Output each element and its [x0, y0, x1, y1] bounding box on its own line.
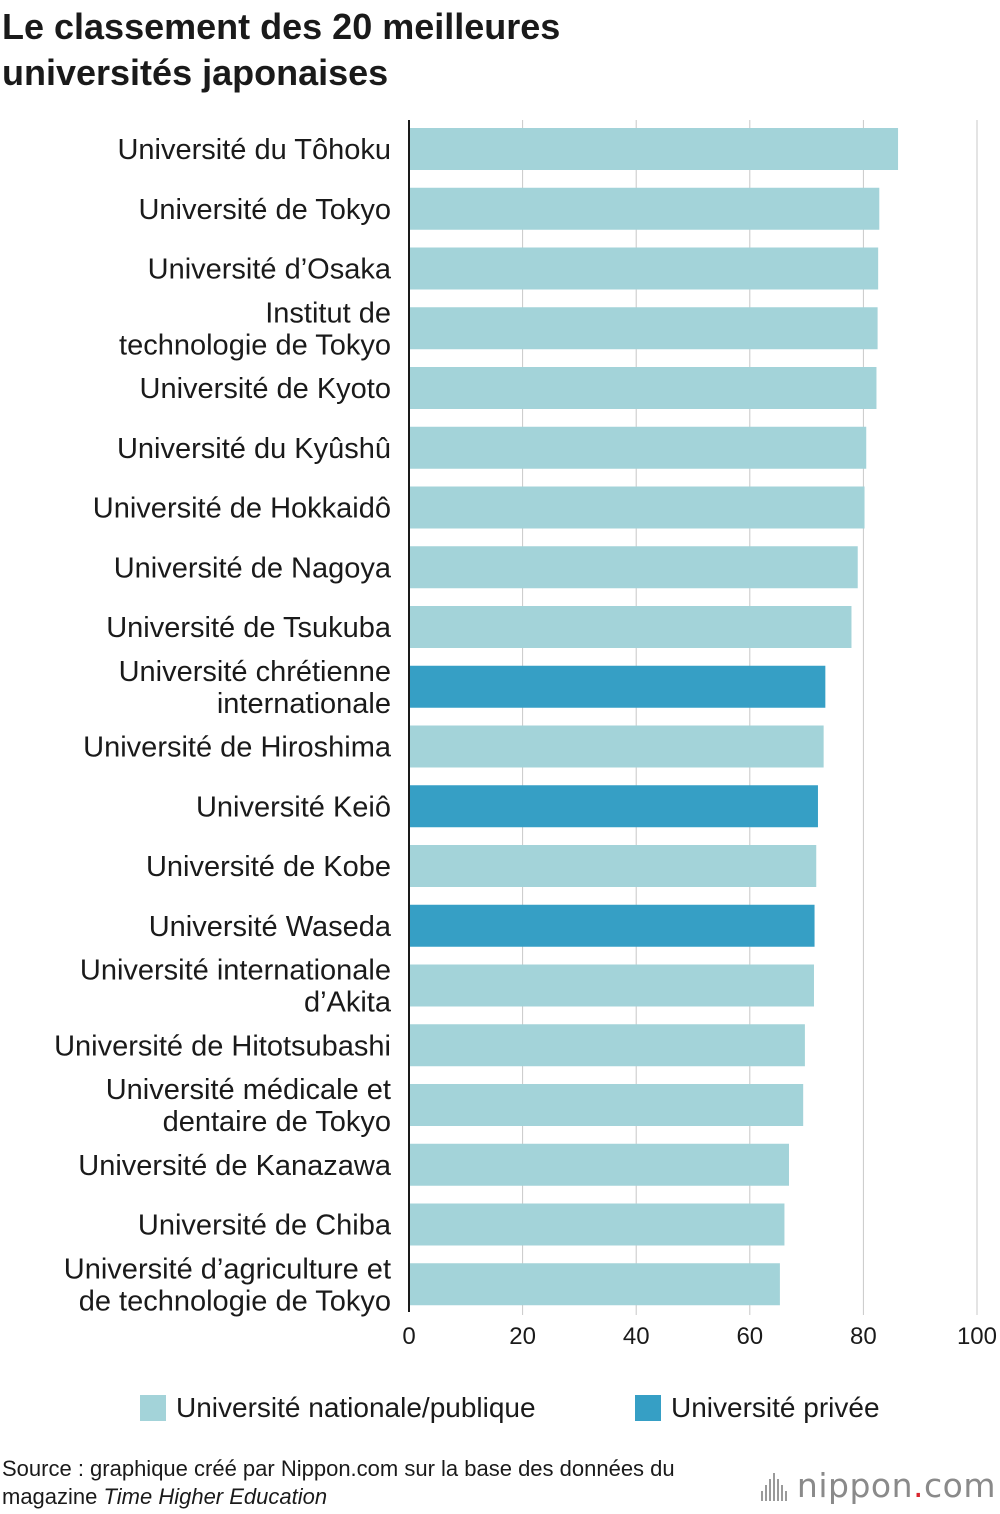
logo-word-dot: . [913, 1466, 925, 1505]
logo-mark-icon [760, 1471, 789, 1501]
bar-chart: Université du Tôhoku Université de Tokyo U… [54, 120, 997, 1350]
legend-item-private: Université privée [635, 1392, 880, 1424]
legend-item-public: Université nationale/publique [140, 1392, 536, 1424]
category-label-12: Université Keiô [196, 791, 391, 823]
bar-18 [409, 1143, 789, 1186]
source-note: Source : graphique créé par Nippon.com s… [2, 1455, 772, 1511]
bar-6 [409, 426, 867, 469]
category-label-8: Université de Nagoya [114, 552, 392, 584]
x-tick-label-60: 60 [736, 1323, 763, 1350]
category-label-1: Université du Tôhoku [117, 134, 391, 166]
chart-title-line-1: Le classement des 20 meilleures [2, 6, 561, 47]
bar-20 [409, 1263, 780, 1306]
category-label-3: Université d’Osaka [148, 254, 392, 286]
legend-label-public: Université nationale/publique [176, 1392, 536, 1423]
legend-swatch-private [635, 1395, 661, 1421]
x-tick-label-80: 80 [850, 1323, 877, 1350]
bar-15 [409, 964, 814, 1007]
category-label-17-line-2: dentaire de Tokyo [163, 1106, 391, 1138]
bar-10 [409, 665, 826, 708]
category-label-15-line-1: Université internationale [80, 955, 391, 987]
category-labels: Université du Tôhoku Université de Tokyo U… [54, 134, 392, 1317]
bar-4 [409, 307, 878, 350]
bar-17 [409, 1084, 804, 1126]
legend: Université nationale/publique Université… [0, 1392, 1000, 1426]
category-label-11: Université de Hiroshima [83, 732, 392, 764]
category-label-9: Université de Tsukuba [106, 612, 392, 644]
category-label-10-line-2: internationale [217, 688, 391, 720]
bar-8 [409, 546, 858, 589]
category-label-16: Université de Hitotsubashi [54, 1030, 391, 1062]
bar-2 [409, 187, 880, 230]
bar-3 [409, 247, 879, 290]
x-axis-ticks: 0 20 40 60 80 100 [402, 1323, 997, 1350]
nippon-logo: nippon.com [760, 1466, 996, 1505]
bar-14 [409, 904, 815, 947]
category-label-17-line-1: Université médicale et [106, 1074, 391, 1106]
logo-wordmark: nippon.com [797, 1466, 996, 1505]
bar-12 [409, 785, 818, 828]
category-label-2: Université de Tokyo [138, 194, 391, 226]
category-label-4-line-2: technologie de Tokyo [119, 329, 391, 361]
category-label-20-line-1: Université d’agriculture et [64, 1253, 391, 1285]
logo-word-suffix: com [924, 1466, 996, 1505]
logo-word-name: nippon [796, 1466, 914, 1505]
category-label-19: Université de Chiba [138, 1210, 392, 1242]
bar-16 [409, 1024, 805, 1067]
category-label-18: Université de Kanazawa [78, 1150, 392, 1182]
legend-swatch-public [140, 1395, 166, 1421]
chart-title: Le classement des 20 meilleures universi… [2, 4, 762, 96]
category-label-7: Université de Hokkaidô [93, 493, 391, 525]
category-label-4-line-1: Institut de [265, 297, 391, 329]
x-tick-label-20: 20 [509, 1323, 536, 1350]
source-publication: Time Higher Education [103, 1484, 328, 1509]
bar-5 [409, 367, 877, 409]
bar-19 [409, 1203, 785, 1246]
chart-title-line-2: universités japonaises [2, 52, 389, 93]
category-label-5: Université de Kyoto [140, 373, 391, 405]
category-label-15-line-2: d’Akita [304, 987, 392, 1019]
x-tick-label-40: 40 [623, 1323, 650, 1350]
x-tick-label-100: 100 [957, 1323, 997, 1350]
category-label-14: Université Waseda [149, 911, 392, 943]
bar-9 [409, 606, 852, 648]
bar-7 [409, 486, 865, 529]
grid-lines [522, 120, 978, 1315]
x-tick-label-0: 0 [402, 1323, 415, 1350]
legend-label-private: Université privée [671, 1392, 880, 1423]
bar-11 [409, 725, 824, 768]
bars [409, 128, 899, 1306]
bar-1 [409, 128, 899, 170]
category-label-13: Université de Kobe [146, 851, 391, 883]
source-text: Source : graphique créé par Nippon.com s… [2, 1456, 675, 1509]
bar-13 [409, 845, 817, 887]
category-label-6: Université du Kyûshû [117, 433, 391, 465]
category-label-20-line-2: de technologie de Tokyo [79, 1285, 391, 1317]
category-label-10-line-1: Université chrétienne [119, 656, 391, 688]
